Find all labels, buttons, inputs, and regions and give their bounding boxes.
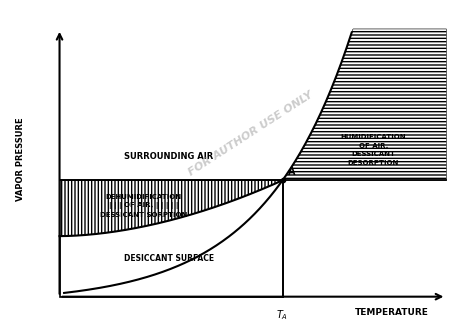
Text: $T_A$: $T_A$	[276, 308, 289, 322]
Bar	[60, 180, 283, 297]
Text: DESICCANT SURFACE: DESICCANT SURFACE	[124, 254, 214, 263]
Text: VAPOR PRESSURE: VAPOR PRESSURE	[17, 118, 25, 202]
Text: SURROUNDING AIR: SURROUNDING AIR	[124, 152, 213, 161]
Text: A: A	[288, 167, 295, 177]
Text: DEHUMIDIFICATION
| | | OF AIR, | | | | |
DESSICANT SORPTION: DEHUMIDIFICATION | | | OF AIR, | | | | |…	[100, 194, 187, 218]
Text: TEMPERATURE: TEMPERATURE	[355, 308, 428, 317]
Text: FOR AUTHOR USE ONLY: FOR AUTHOR USE ONLY	[187, 90, 315, 178]
Text: HUMIDIFICATION
OF AIR,
DESSICANT
DESORPTION: HUMIDIFICATION OF AIR, DESSICANT DESORPT…	[341, 134, 406, 166]
